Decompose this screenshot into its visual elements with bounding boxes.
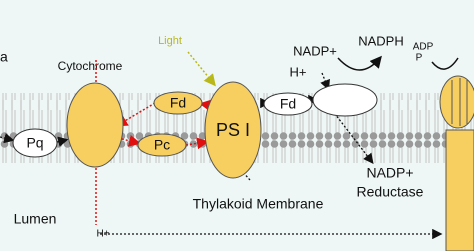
pc-node xyxy=(137,133,187,157)
nadph-arrow xyxy=(337,55,382,71)
atp-synthase xyxy=(439,75,474,251)
cytochrome xyxy=(66,82,124,168)
stroma-label: a xyxy=(0,49,8,65)
adp-label: ADP xyxy=(413,42,434,53)
fd-node xyxy=(153,91,203,115)
p-label: P xyxy=(416,53,423,64)
fd2-label: Fd xyxy=(280,96,296,112)
pc-label: Pc xyxy=(154,137,170,153)
ps1-node xyxy=(204,81,262,179)
electron-path xyxy=(95,60,212,225)
pq-label: Pq xyxy=(26,135,43,151)
pq-node xyxy=(12,128,58,158)
nadph-label: NADPH xyxy=(358,33,404,48)
cytochrome-label: Cytochrome xyxy=(58,59,123,73)
atp-arrow xyxy=(431,57,459,70)
reductase-label-2: Reductase xyxy=(357,184,424,200)
light-label: Light xyxy=(158,35,182,47)
fd-label: Fd xyxy=(170,95,186,111)
ps1-label: PS I xyxy=(216,120,250,140)
light-arrow xyxy=(187,51,216,87)
nadp-label: NADP+ xyxy=(293,43,337,58)
lumen-label: Lumen xyxy=(14,211,57,227)
h-top-label: H+ xyxy=(290,64,307,79)
membrane-label: Thylakoid Membrane xyxy=(193,196,324,212)
h-bottom-label: H+ xyxy=(96,229,109,240)
reductase xyxy=(312,83,378,117)
fd2-node xyxy=(263,92,313,116)
reductase-label-1: NADP+ xyxy=(366,165,413,181)
